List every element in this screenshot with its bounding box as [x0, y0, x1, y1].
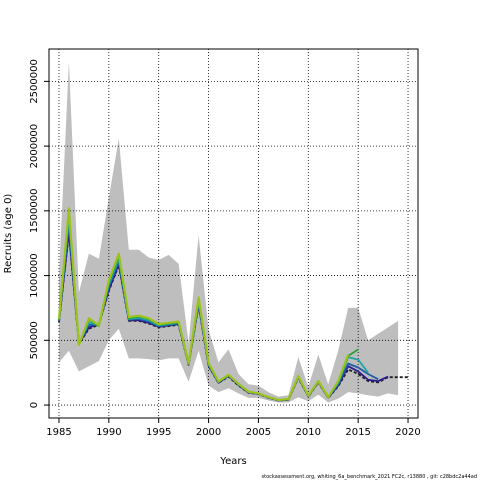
x-tick-label: 1990	[96, 427, 121, 438]
x-tick-label: 2015	[345, 427, 370, 438]
x-tick-label: 2000	[196, 427, 221, 438]
x-tick-label: 2010	[296, 427, 321, 438]
footer-text: stockassessment.org, whiting_6a_benchmar…	[262, 474, 477, 480]
x-tick-label: 2005	[246, 427, 271, 438]
x-tick-label: 1995	[146, 427, 171, 438]
y-tick-label: 0	[29, 402, 40, 408]
plot-frame	[48, 48, 419, 419]
y-tick-label: 1000000	[29, 253, 40, 298]
y-axis-title: Recruits (age 0)	[3, 194, 14, 274]
y-tick-label: 2500000	[29, 59, 40, 104]
x-tick-label: 2020	[395, 427, 420, 438]
y-tick-label: 1500000	[29, 189, 40, 234]
y-tick-label: 500000	[29, 321, 40, 359]
x-tick-label: 1985	[46, 427, 71, 438]
series-line-6	[57, 207, 350, 401]
confidence-band	[59, 61, 399, 403]
y-tick-label: 2000000	[29, 124, 40, 169]
x-axis-title: Years	[219, 456, 246, 467]
